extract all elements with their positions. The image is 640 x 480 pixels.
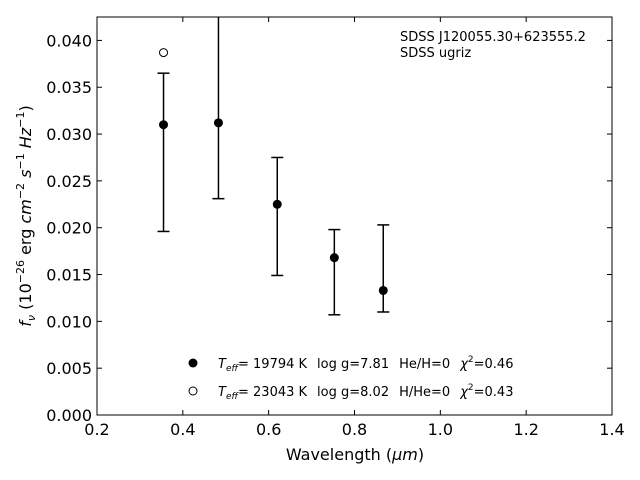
x-tick-label: 1.2 bbox=[513, 420, 538, 439]
data-marks bbox=[157, 17, 390, 316]
y-tick-label: 0.025 bbox=[46, 172, 92, 191]
data-point-model bbox=[159, 48, 169, 58]
legend-open-marker bbox=[188, 386, 198, 396]
x-tick-label: 0.8 bbox=[342, 420, 367, 439]
data-point-observed bbox=[213, 118, 223, 128]
x-tick-label: 0.6 bbox=[256, 420, 281, 439]
filter-set-annotation: SDSS ugriz bbox=[400, 46, 471, 61]
y-tick-label: 0.010 bbox=[46, 312, 92, 331]
data-point-observed bbox=[272, 199, 282, 209]
x-tick-label: 1.4 bbox=[599, 420, 624, 439]
object-name-annotation: SDSS J120055.30+623555.2 bbox=[400, 30, 586, 45]
y-tick-label: 0.005 bbox=[46, 359, 92, 378]
plot-frame bbox=[96, 16, 613, 416]
y-tick-label: 0.000 bbox=[46, 406, 92, 425]
x-tick-label: 1.0 bbox=[428, 420, 453, 439]
axis-ticks: 0.2 0.4 0.6 0.8 1.0 1.2 1.4 0.000 0.005 0.010 0.01… bbox=[46, 17, 625, 439]
y-axis-label: fν (10−26 erg cm−2 s−1 Hz−1) bbox=[14, 105, 38, 326]
x-tick-label: 0.2 bbox=[84, 420, 109, 439]
data-point-observed bbox=[159, 120, 169, 130]
data-point-observed bbox=[329, 253, 339, 263]
y-tick-label: 0.015 bbox=[46, 266, 92, 285]
x-tick-label: 0.4 bbox=[170, 420, 195, 439]
legend-filled-marker bbox=[188, 358, 198, 368]
y-tick-label: 0.030 bbox=[46, 125, 92, 144]
data-point-observed bbox=[378, 285, 388, 295]
x-axis-label: Wavelength (μm) bbox=[286, 445, 424, 464]
y-tick-label: 0.020 bbox=[46, 219, 92, 238]
y-tick-label: 0.035 bbox=[46, 78, 92, 97]
y-tick-label: 0.040 bbox=[46, 31, 92, 50]
